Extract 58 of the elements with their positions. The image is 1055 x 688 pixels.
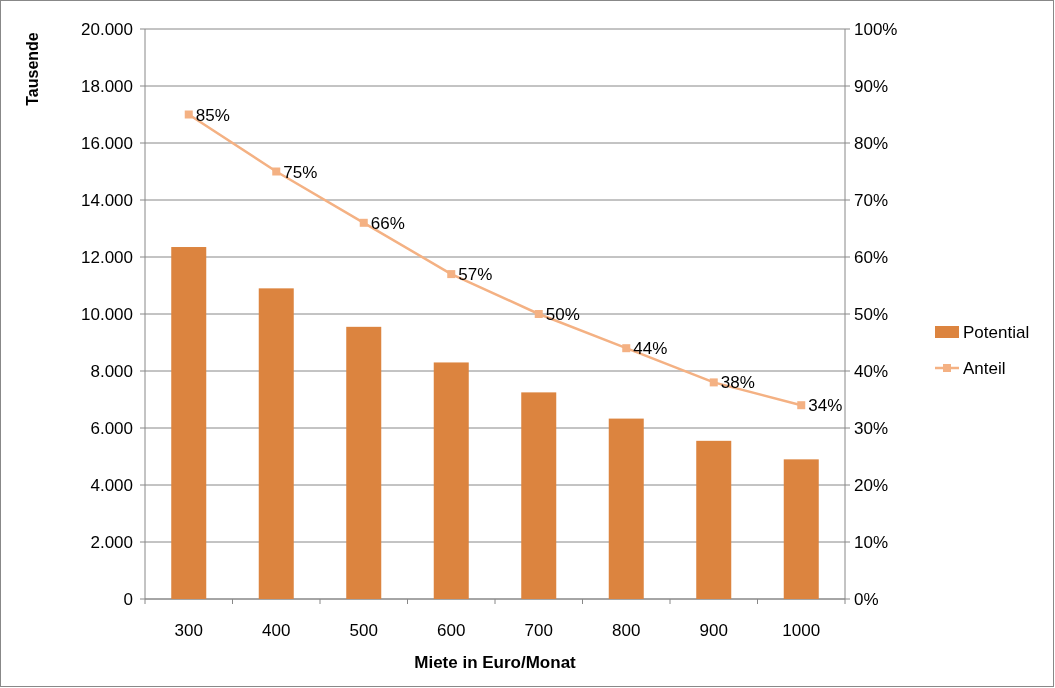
legend-label: Potential [963, 323, 1030, 342]
data-label: 57% [458, 265, 493, 285]
y-tick-label: 8.000 [90, 362, 133, 381]
bar [608, 418, 644, 599]
y-tick-label: 12.000 [81, 248, 133, 267]
y-tick-label: 0 [123, 590, 133, 609]
data-label: 44% [633, 339, 668, 359]
x-tick-label: 400 [262, 621, 291, 640]
y2-tick-label: 30% [854, 419, 889, 438]
y2-tick-label: 100% [854, 20, 898, 39]
bar [433, 362, 469, 599]
y2-tick-label: 80% [854, 134, 889, 153]
bar [696, 440, 732, 599]
point [797, 401, 806, 410]
x-tick-label: 300 [174, 621, 203, 640]
bar [521, 392, 557, 599]
y-tick-label: 4.000 [90, 476, 133, 495]
x-tick-label: 800 [612, 621, 641, 640]
bar [783, 459, 819, 599]
bar [346, 326, 382, 599]
x-tick-label: 500 [349, 621, 378, 640]
data-label: 50% [545, 305, 580, 324]
y-tick-label: 16.000 [81, 134, 133, 153]
data-label: 66% [370, 213, 405, 233]
x-tick-label: 700 [524, 621, 553, 640]
y-tick-label: 2.000 [90, 533, 133, 552]
y2-tick-label: 90% [854, 77, 889, 96]
y-axis-title: Tausende [24, 32, 41, 106]
point [534, 310, 543, 318]
point [447, 270, 456, 279]
y-tick-label: 18.000 [81, 77, 133, 96]
point [272, 167, 281, 176]
y-tick-label: 20.000 [81, 20, 133, 39]
bar [171, 247, 207, 599]
y2-tick-label: 60% [854, 248, 889, 267]
y-tick-label: 14.000 [81, 191, 133, 210]
data-label: 75% [283, 162, 318, 182]
x-tick-label: 900 [699, 621, 728, 640]
point [184, 110, 193, 119]
x-axis-title: Miete in Euro/Monat [414, 653, 577, 672]
x-tick-label: 1000 [782, 621, 821, 640]
point [709, 378, 718, 387]
x-tick-label: 600 [437, 621, 466, 640]
point [359, 218, 368, 227]
data-label: 38% [720, 373, 755, 393]
point [622, 344, 631, 353]
y2-tick-label: 50% [854, 305, 889, 324]
y2-tick-label: 20% [854, 476, 889, 495]
y2-tick-label: 40% [854, 362, 889, 381]
y2-tick-label: 10% [854, 533, 889, 552]
y2-tick-label: 0% [854, 590, 879, 609]
y2-tick-label: 70% [854, 191, 889, 210]
y-tick-label: 6.000 [90, 419, 133, 438]
y-tick-label: 10.000 [81, 305, 133, 324]
bar [258, 288, 294, 599]
data-label: 34% [808, 396, 843, 416]
data-label: 85% [195, 105, 230, 125]
legend-label: Anteil [963, 359, 1006, 378]
